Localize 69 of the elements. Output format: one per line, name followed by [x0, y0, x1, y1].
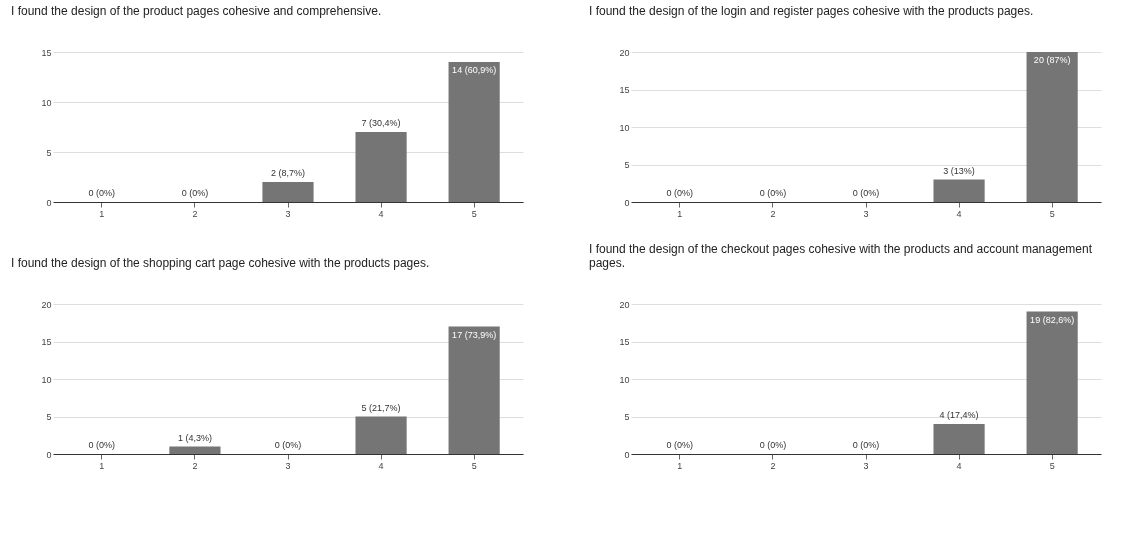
x-tick-label: 1: [677, 208, 683, 219]
x-tick-label: 5: [471, 208, 477, 219]
bar: [448, 326, 500, 454]
x-tick-label: 2: [192, 460, 198, 471]
y-tick-label: 0: [624, 197, 630, 208]
x-tick-label: 2: [192, 208, 198, 219]
data-label: 2 (8,7%): [270, 168, 306, 178]
data-label: 4 (17,4%): [939, 410, 979, 420]
x-tick-label: 1: [677, 460, 683, 471]
data-label: 5 (21,7%): [361, 402, 401, 413]
y-tick-label: 15: [41, 47, 52, 58]
data-label: 0 (0%): [759, 188, 787, 198]
x-tick-label: 2: [770, 208, 776, 219]
y-tick-label: 15: [41, 337, 52, 347]
data-label: 0 (0%): [88, 188, 116, 198]
y-tick-label: 10: [619, 374, 630, 385]
data-label: 7 (30,4%): [361, 118, 401, 128]
data-label: 0 (0%): [274, 440, 302, 450]
chart-title: I found the design of the checkout pages cohesive with the products and account management pages.: [588, 242, 1093, 270]
x-tick-label: 3: [285, 460, 291, 471]
data-label: 20 (87%): [1033, 55, 1071, 65]
chart-title: I found the design of the shopping cart page cohesive with the products pages.: [10, 256, 430, 270]
y-tick-label: 5: [624, 160, 630, 170]
data-label: 3 (13%): [943, 165, 975, 176]
x-tick-label: 1: [99, 208, 105, 219]
y-tick-label: 0: [624, 449, 630, 460]
bar: [355, 416, 407, 454]
y-tick-label: 5: [46, 147, 52, 158]
y-tick-label: 15: [619, 337, 630, 347]
data-label: 1 (4,3%): [177, 432, 212, 443]
data-label: 0 (0%): [666, 188, 694, 198]
x-tick-label: 2: [770, 460, 776, 471]
y-tick-label: 10: [41, 97, 52, 108]
data-label: 0 (0%): [759, 440, 787, 450]
x-tick-label: 4: [378, 460, 384, 471]
bar: [448, 62, 500, 202]
y-tick-label: 0: [46, 197, 52, 208]
x-tick-label: 5: [471, 460, 477, 471]
chart-title: I found the design of the login and register pages cohesive with the products pages.: [588, 4, 1034, 18]
x-tick-label: 4: [956, 460, 962, 471]
data-label: 0 (0%): [181, 188, 209, 198]
y-tick-label: 20: [619, 47, 630, 58]
data-label: 0 (0%): [852, 188, 880, 198]
data-label: 14 (60,9%): [452, 65, 497, 75]
x-tick-label: 5: [1049, 460, 1055, 471]
y-tick-label: 0: [46, 449, 52, 460]
y-tick-label: 10: [41, 374, 52, 385]
bar: [262, 182, 314, 202]
data-label: 0 (0%): [666, 440, 694, 450]
y-tick-label: 10: [619, 122, 630, 133]
x-tick-label: 5: [1049, 208, 1055, 219]
x-tick-label: 1: [99, 460, 105, 471]
x-tick-label: 3: [863, 460, 869, 471]
y-tick-label: 5: [624, 412, 630, 422]
x-tick-label: 4: [378, 208, 384, 219]
data-label: 19 (82,6%): [1030, 314, 1075, 325]
x-tick-label: 3: [285, 208, 291, 219]
y-tick-label: 15: [619, 85, 630, 95]
bar: [169, 446, 221, 454]
x-tick-label: 4: [956, 208, 962, 219]
chart-title: I found the design of the product pages cohesive and comprehensive.: [10, 4, 382, 18]
y-tick-label: 20: [619, 299, 630, 310]
data-label: 17 (73,9%): [452, 329, 497, 340]
data-label: 0 (0%): [852, 440, 880, 450]
data-label: 0 (0%): [88, 440, 116, 450]
bar: [355, 132, 407, 202]
x-tick-label: 3: [863, 208, 869, 219]
y-tick-label: 20: [41, 299, 52, 310]
y-tick-label: 5: [46, 412, 52, 422]
